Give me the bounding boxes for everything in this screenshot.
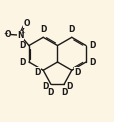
Text: D: D	[89, 41, 95, 50]
Text: D: D	[74, 68, 80, 77]
Text: O: O	[23, 19, 29, 28]
Text: O: O	[5, 30, 11, 39]
Text: N: N	[17, 31, 23, 40]
Text: D: D	[19, 57, 25, 66]
Text: D: D	[47, 88, 54, 97]
Text: −: −	[4, 30, 8, 35]
Text: D: D	[68, 25, 74, 34]
Text: D: D	[19, 41, 25, 50]
Text: D: D	[40, 25, 46, 34]
Text: D: D	[89, 57, 95, 66]
Text: D: D	[66, 82, 72, 91]
Text: D: D	[60, 88, 67, 97]
Text: D: D	[34, 68, 40, 77]
Text: +: +	[20, 30, 25, 35]
Text: D: D	[42, 82, 48, 91]
